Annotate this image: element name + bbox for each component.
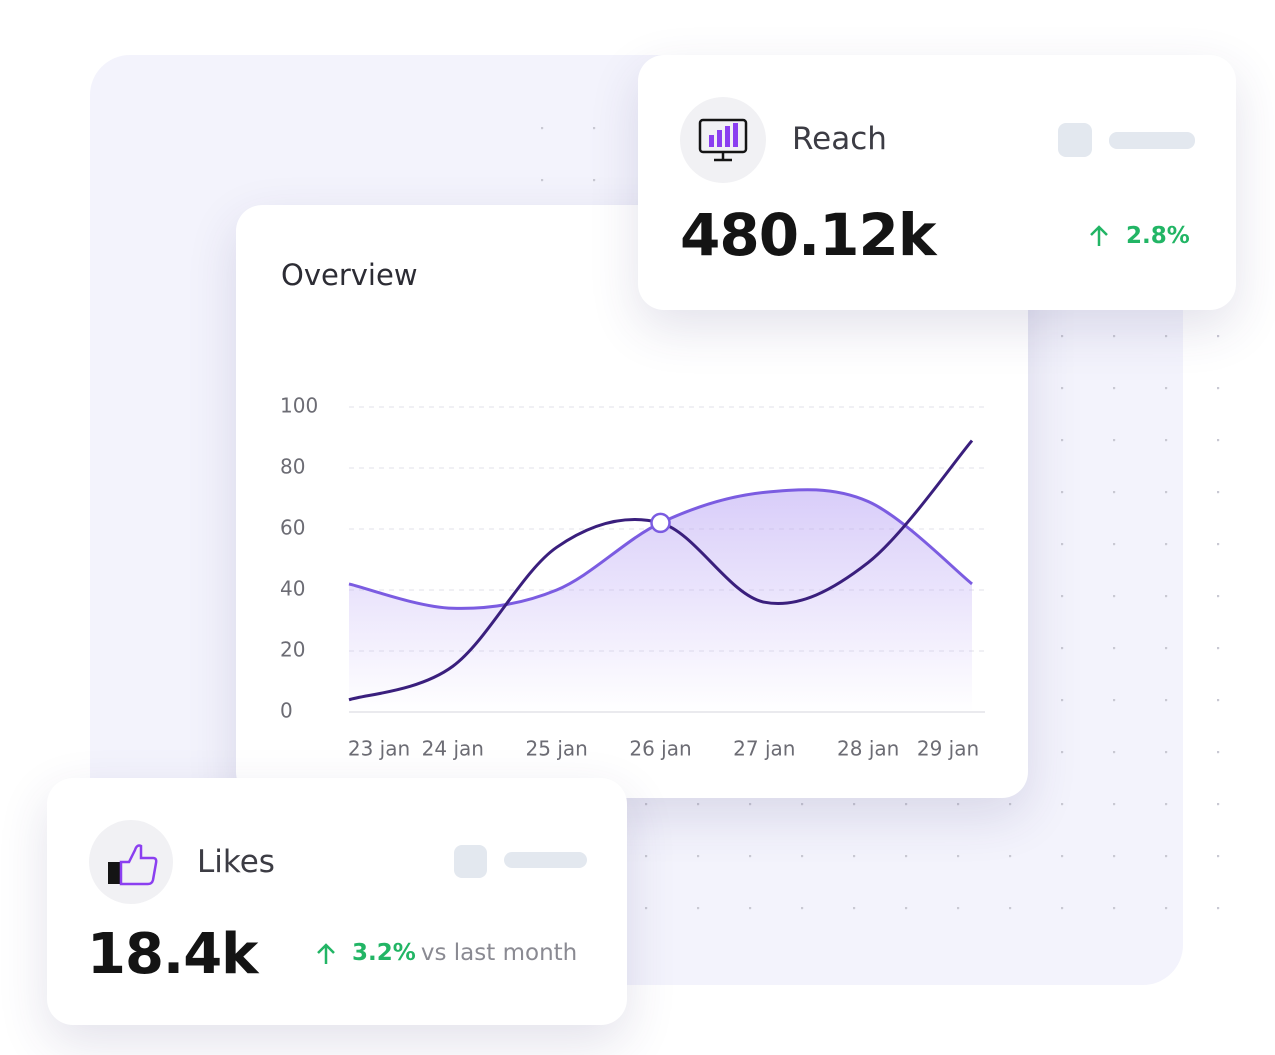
x-tick-label: 25 jan: [526, 737, 588, 761]
y-tick-label: 40: [280, 577, 305, 601]
x-tick-label: 27 jan: [733, 737, 795, 761]
skeleton-bar: [1109, 132, 1195, 149]
likes-label: Likes: [197, 844, 275, 880]
area: [349, 489, 972, 712]
x-tick-label: 23 jan: [348, 737, 410, 761]
y-tick-label: 80: [280, 455, 305, 479]
x-tick-label: 29 jan: [917, 737, 979, 761]
chart-title: Overview: [281, 258, 418, 292]
reach-value: 480.12k: [680, 201, 936, 269]
x-tick-label: 24 jan: [422, 737, 484, 761]
reach-icon: [680, 97, 766, 183]
likes-value: 18.4k: [87, 922, 258, 987]
likes-change-row: 3.2% vs last month: [352, 940, 577, 966]
x-tick-label: 26 jan: [629, 737, 691, 761]
y-tick-label: 20: [280, 638, 305, 662]
skeleton-box: [454, 845, 487, 878]
likes-comparison: vs last month: [420, 940, 578, 966]
y-tick-label: 100: [280, 394, 318, 418]
likes-change: 3.2%: [352, 940, 416, 966]
y-tick-label: 60: [280, 516, 305, 540]
reach-change: 2.8%: [1126, 223, 1190, 249]
monitor-icon: [698, 118, 748, 162]
x-tick-label: 28 jan: [837, 737, 899, 761]
skeleton-bar: [504, 852, 587, 868]
thumb-icon: [108, 844, 158, 886]
y-tick-label: 0: [280, 699, 293, 723]
skeleton-box: [1058, 123, 1092, 157]
likes-icon: [89, 820, 173, 904]
reach-card: Reach 480.12k 2.8%: [638, 55, 1236, 310]
reach-label: Reach: [792, 121, 887, 157]
up-arrow: [317, 943, 335, 964]
up-arrow: [1090, 225, 1108, 246]
highlight-point: [650, 512, 671, 534]
likes-card: Likes 18.4k 3.2% vs last month: [47, 778, 627, 1025]
